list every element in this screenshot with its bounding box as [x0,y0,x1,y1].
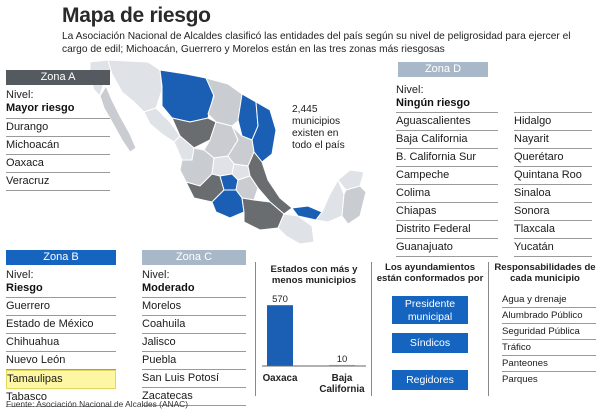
chart-title: Estados con más y menos municipios [270,264,358,286]
list-item: Querétaro [514,149,592,167]
divider [255,262,256,396]
zone-d-list-2: Hidalgo Nayarit Querétaro Quintana Roo S… [514,112,592,257]
list-item: Guerrero [6,297,116,316]
map-note-line: municipios [292,116,341,127]
zone-a-list: Durango Michoacán Oaxaca Veracruz [6,118,110,191]
list-item: Seguridad Pública [502,324,596,340]
map-state-baja-california-sur [99,84,137,153]
ayuntamientos-header: Los ayundamientos están conformados por [376,262,484,284]
list-item: Tráfico [502,340,596,356]
list-item: Distrito Federal [396,221,498,239]
list-item: Puebla [142,352,246,370]
list-item: Colima [396,185,498,203]
zone-a-panel: Zona A Nivel: Mayor riesgo Durango Micho… [6,70,110,191]
zone-a-header: Zona A [6,70,110,85]
responsabilidades-list: Agua y drenaje Alumbrado Público Segurid… [502,292,596,387]
zone-d-panel: Zona D [398,62,488,77]
map-state-chiapas [277,213,315,245]
list-item: Estado de México [6,316,116,334]
zone-c-level: Moderado [142,282,195,294]
list-item: Chiapas [396,203,498,221]
map-note-number: 2,445 [292,104,318,115]
list-item: Baja California [396,131,498,149]
list-item: Quintana Roo [514,167,592,185]
ayuntamiento-box-regidores: Regidores [392,370,468,390]
list-item: Morelos [142,297,246,316]
ayuntamiento-label: Síndicos [409,336,451,349]
list-item: San Luis Potosí [142,370,246,388]
list-item: Tlaxcala [514,221,592,239]
zone-b-level: Riesgo [6,282,43,294]
lead-paragraph: La Asociación Nacional de Alcaldes clasi… [62,31,571,55]
zone-a-level-prefix: Nivel: [6,89,34,101]
list-item: Campeche [396,167,498,185]
chart-data-label: 570 [272,294,288,305]
zone-d-level-block: Nivel: Ningún riesgo Aguascalientes Baja… [396,84,516,257]
map-note-line: todo el país [292,140,345,151]
zone-c-level-prefix: Nivel: [142,269,170,281]
ayuntamiento-label: Presidente municipal [404,297,456,323]
list-item: Coahuila [142,316,246,334]
list-item: Michoacán [6,137,110,155]
ayuntamiento-box-presidente: Presidente municipal [392,296,468,324]
zone-c-panel: Zona C Nivel: Moderado Morelos Coahuila … [142,250,246,406]
divider [371,262,372,396]
zone-d-list-1: Aguascalientes Baja California B. Califo… [396,112,498,257]
mexico-risk-map [89,59,367,245]
ayuntamiento-box-sindicos: Síndicos [392,333,468,353]
list-item: Oaxaca [6,155,110,173]
zone-d-level: Ningún riesgo [396,97,470,109]
list-item: Sinaloa [514,185,592,203]
chart-bar [267,305,293,366]
list-item: Parques [502,374,538,385]
map-state-sonora [107,59,163,113]
zone-c-list: Morelos Coahuila Jalisco Puebla San Luis… [142,297,246,406]
map-state-quintana-roo [341,185,367,225]
list-item: Yucatán [514,239,592,257]
list-item: Nuevo León [6,352,116,370]
zone-a-level: Mayor riesgo [6,102,75,114]
zone-b-panel: Zona B Nivel: Riesgo Guerrero Estado de … [6,250,116,407]
list-item: Alumbrado Público [502,308,596,324]
responsabilidades-header: Responsabilidades de cada municipio [494,262,596,284]
list-item: Aguascalientes [396,112,498,131]
zone-c-header: Zona C [142,250,246,265]
list-item: Jalisco [142,334,246,352]
ayuntamiento-label: Regidores [406,373,454,386]
list-item: Sonora [514,203,592,221]
list-item: Tabasco [6,389,116,407]
map-note-line: existen en [292,128,339,139]
map-state-yucatan [337,169,365,191]
source-note: Fuente: Asociación Nacional de Alcaldes … [6,399,189,409]
zone-b-header: Zona B [6,250,116,265]
chart-category-label: Oaxaca [263,373,298,384]
list-item: Chihuahua [6,334,116,352]
zone-d-header: Zona D [398,62,488,77]
map-state-guanajuato [211,155,235,177]
list-item: Hidalgo [514,112,592,131]
zone-b-list: Guerrero Estado de México Chihuahua Nuev… [6,297,116,407]
zone-b-level-prefix: Nivel: [6,269,34,281]
list-item: Zacatecas [142,388,246,406]
list-item: Guanajuato [396,239,498,257]
chart-bar [329,364,355,366]
highlighted-list-item: Tamaulipas [6,370,116,389]
list-item: B. California Sur [396,149,498,167]
list-item: Nayarit [514,131,592,149]
chart-category-label: California [319,384,365,395]
list-item: Agua y drenaje [502,292,596,308]
list-item: Durango [6,118,110,137]
page-title: Mapa de riesgo [62,4,211,27]
chart-data-label: 10 [337,354,348,365]
chart-category-label: Baja [332,373,353,384]
divider [488,262,489,396]
map-note: 2,445 municipios existen en todo el país [292,104,372,152]
map-state-campeche [315,178,345,223]
zone-d-level-prefix: Nivel: [396,84,424,96]
list-item: Panteones [502,356,596,372]
list-item: Veracruz [6,173,110,191]
